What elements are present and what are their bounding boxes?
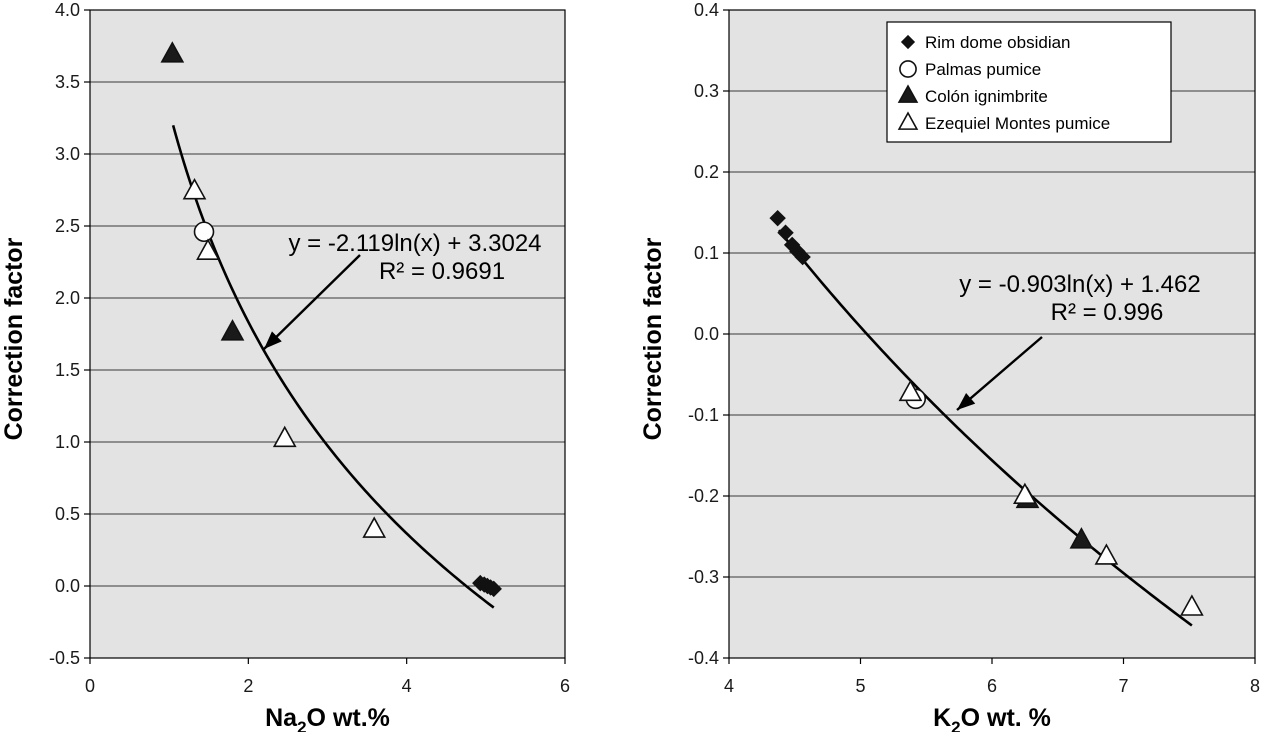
data-point-open-triangle <box>1094 543 1119 565</box>
data-point-diamond <box>777 224 794 241</box>
fit-equation: y = -0.903ln(x) + 1.462 <box>959 271 1200 298</box>
data-point-filled-triangle <box>1069 527 1094 549</box>
y-tick-label: 1.0 <box>55 432 80 452</box>
data-point-diamond <box>769 209 786 227</box>
data-point-open-triangle <box>196 238 220 260</box>
legend-marker-open-triangle <box>897 111 919 130</box>
y-tick-label: 0.3 <box>694 81 719 101</box>
data-point-open-triangle <box>1013 482 1037 505</box>
legend-label: Colón ignimbrite <box>925 87 1048 106</box>
data-point-filled-triangle <box>220 319 245 341</box>
annotation-arrow-line <box>263 254 361 350</box>
y-tick-label: 0.4 <box>694 0 719 20</box>
annotation-arrowhead <box>957 392 976 410</box>
y-tick-label: 0.1 <box>694 243 719 263</box>
y-tick-label: 0.0 <box>55 576 80 596</box>
legend: Rim dome obsidian Palmas pumice Colón igni… <box>886 21 1172 143</box>
y-tick-label: 0.5 <box>55 504 80 524</box>
y-tick-label: -0.4 <box>688 648 719 668</box>
x-tick-label: 6 <box>560 676 570 696</box>
y-tick-label: 2.0 <box>55 288 80 308</box>
x-tick-label: 7 <box>1118 676 1128 696</box>
y-tick-label: 0.2 <box>694 162 719 182</box>
y-tick-label: -0.3 <box>688 567 719 587</box>
fit-equation: y = -2.119ln(x) + 3.3024 <box>288 230 541 257</box>
y-tick-label: -0.2 <box>688 486 719 506</box>
x-axis-title-main: Na <box>265 704 298 732</box>
legend-box <box>886 21 1172 143</box>
y-tick-label: 3.5 <box>55 72 80 92</box>
legend-marker-open-circle <box>899 60 917 78</box>
legend-label: Palmas pumice <box>925 60 1041 79</box>
data-point-open-triangle <box>898 379 923 402</box>
fit-curve <box>171 124 495 609</box>
data-point-open-triangle <box>272 425 297 448</box>
r-squared: R² = 0.996 <box>1051 299 1164 326</box>
data-point-open-circle <box>193 221 215 243</box>
fit-curve <box>777 229 1193 627</box>
x-axis-title-rest: O wt.% <box>307 704 390 732</box>
x-tick-label: 4 <box>724 676 734 696</box>
x-tick-label: 6 <box>987 676 997 696</box>
right-chart: -0.4 -0.3 -0.2 -0.1 0.0 0.1 0.2 0.3 0.4 4 5 6 7 8 K2O … <box>639 0 1260 732</box>
data-point-open-triangle <box>1180 594 1204 616</box>
x-axis-title-rest: O wt. % <box>961 704 1051 732</box>
x-tick-label: 0 <box>85 676 95 696</box>
legend-marker-diamond <box>900 34 916 50</box>
x-axis-title-subscript: 2 <box>297 718 306 732</box>
y-tick-label: 2.5 <box>55 216 80 236</box>
data-point-diamond <box>794 248 811 266</box>
y-tick-label: -0.5 <box>49 648 80 668</box>
x-axis-title-main: K <box>933 704 951 732</box>
legend-marker-filled-triangle <box>897 84 919 103</box>
plot-area <box>89 9 566 659</box>
y-tick-label: 3.0 <box>55 144 80 164</box>
data-point-diamond <box>485 580 502 598</box>
annotation-arrowhead <box>264 331 282 349</box>
data-point-open-triangle <box>362 516 387 538</box>
data-point-open-triangle <box>182 178 207 200</box>
x-tick-label: 8 <box>1250 676 1260 696</box>
x-tick-label: 5 <box>855 676 865 696</box>
legend-label: Ezequiel Montes pumice <box>925 114 1110 133</box>
x-axis-title-subscript: 2 <box>951 718 960 732</box>
data-point-filled-triangle <box>160 41 185 63</box>
y-tick-label: 4.0 <box>55 0 80 20</box>
legend-label: Rim dome obsidian <box>925 33 1071 52</box>
x-tick-label: 4 <box>402 676 412 696</box>
annotation-arrow-line <box>956 336 1043 411</box>
y-axis-title: Correction factor <box>639 237 667 440</box>
left-chart: -0.50.00.51.01.52.02.53.03.54.00 2 4 6Na2O … <box>0 0 570 732</box>
r-squared: R² = 0.9691 <box>379 258 505 285</box>
x-tick-label: 2 <box>243 676 253 696</box>
x-axis-title: K2O wt. % <box>933 704 1051 732</box>
y-tick-label: 0.0 <box>694 324 719 344</box>
y-tick-label: -0.1 <box>688 405 719 425</box>
y-axis-title: Correction factor <box>0 237 28 440</box>
x-axis-title: Na2O wt.% <box>265 704 390 732</box>
y-tick-label: 1.5 <box>55 360 80 380</box>
